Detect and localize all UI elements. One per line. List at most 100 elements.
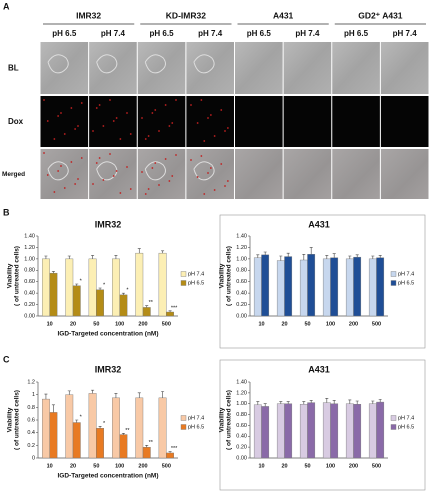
bar	[330, 403, 339, 459]
chart-title: A431	[308, 364, 330, 374]
bar	[88, 393, 97, 459]
y-tick-label: 0.80	[24, 268, 35, 274]
cell-outline	[144, 54, 166, 74]
bar	[376, 401, 385, 459]
y-tick-label: 1.40	[24, 233, 35, 239]
bar	[96, 289, 105, 317]
x-tick-label: 20	[70, 463, 76, 469]
y-axis-label: Viability	[219, 407, 226, 432]
error-bar	[161, 250, 165, 254]
y-axis-label: ( of untreated cells)	[226, 390, 233, 450]
error-bar	[114, 255, 118, 259]
fluorescence-speck	[70, 107, 73, 109]
legend-swatch	[180, 424, 187, 430]
x-tick-label: 200	[349, 463, 358, 469]
chart-title: IMR32	[95, 364, 122, 374]
error-bar	[371, 255, 375, 259]
x-tick-label: 10	[258, 463, 264, 469]
subcolumn-header: pH 7.4	[101, 29, 126, 38]
bar	[65, 258, 74, 317]
y-tick-label: 1	[32, 392, 35, 398]
y-tick-label: 1.00	[24, 256, 35, 262]
x-tick-label: 10	[258, 321, 264, 327]
bar	[166, 452, 174, 459]
fluorescence-speck	[158, 184, 160, 186]
y-tick-label: 0.60	[236, 423, 247, 429]
y-tick-label: 0.4	[27, 430, 35, 436]
fluorescence-speck	[98, 104, 101, 106]
fluorescence-speck	[200, 155, 203, 157]
bar	[276, 403, 285, 459]
y-tick-label: 0.8	[27, 405, 35, 411]
bar	[353, 404, 362, 459]
x-axis-label: IGD-Targeted concentration (nM)	[58, 473, 159, 480]
fluorescence-speck	[119, 192, 122, 194]
subcolumn-header: pH 6.5	[344, 29, 369, 38]
fluorescence-speck	[43, 152, 45, 154]
fluorescence-speck	[141, 171, 143, 173]
y-tick-label: 0.20	[236, 302, 247, 308]
legend-label: pH 7.4	[188, 271, 204, 277]
cell-outline	[47, 54, 69, 74]
error-bar	[279, 401, 283, 404]
error-bar	[91, 389, 95, 394]
significance-marker: ***	[171, 305, 178, 311]
legend-swatch	[390, 280, 397, 286]
x-tick-label: 50	[304, 321, 310, 327]
fluorescence-speck	[63, 187, 66, 189]
micrograph	[332, 96, 380, 147]
fluorescence-speck	[151, 167, 154, 169]
fluorescence-speck	[164, 158, 167, 160]
y-tick-label: 0.00	[24, 313, 35, 319]
error-bar	[325, 255, 329, 259]
significance-marker: **	[149, 300, 154, 306]
micrograph	[380, 96, 429, 147]
bar	[345, 258, 354, 317]
fluorescence-speck	[168, 125, 171, 127]
x-tick-label: 20	[281, 463, 287, 469]
error-bar	[325, 397, 329, 403]
legend-swatch	[180, 280, 187, 286]
fluorescence-speck	[209, 114, 212, 116]
y-tick-label: 0.80	[236, 268, 247, 274]
fluorescence-speck	[213, 135, 216, 137]
error-bar	[168, 451, 172, 453]
fluorescence-speck	[171, 175, 174, 177]
fluorescence-speck	[95, 162, 98, 164]
subcolumn-header: pH 7.4	[198, 29, 223, 38]
fluorescence-speck	[141, 117, 143, 119]
error-bar	[355, 400, 359, 405]
bar	[368, 403, 377, 459]
fluorescence-speck	[95, 107, 98, 109]
fluorescence-speck	[196, 176, 199, 178]
panel-label: A	[3, 1, 10, 11]
fluorescence-speck	[200, 99, 203, 101]
y-tick-label: 0.60	[24, 279, 35, 285]
fluorescence-speck	[190, 104, 192, 106]
fluorescence-speck	[158, 130, 160, 132]
y-tick-label: 1.00	[236, 401, 247, 407]
fluorescence-speck	[171, 122, 174, 124]
fluorescence-speck	[196, 122, 199, 124]
error-bar	[286, 252, 290, 257]
fluorescence-speck	[112, 175, 115, 177]
bar	[276, 260, 285, 317]
significance-marker: *	[103, 421, 106, 427]
fluorescence-speck	[102, 125, 105, 127]
legend-swatch	[180, 271, 187, 277]
x-tick-label: 50	[304, 463, 310, 469]
y-tick-label: 0	[32, 455, 35, 461]
column-header: GD2⁺ A431	[358, 10, 403, 20]
error-bar	[256, 401, 260, 405]
micrograph	[380, 149, 429, 199]
row-label: BL	[8, 64, 19, 73]
error-bar	[378, 255, 382, 258]
fluorescence-speck	[126, 166, 128, 168]
y-tick-label: 0.60	[236, 279, 247, 285]
x-tick-label: 500	[372, 463, 381, 469]
micrograph	[89, 96, 137, 147]
bar	[307, 402, 316, 459]
legend-label: pH 6.5	[188, 424, 204, 430]
y-tick-label: 0.40	[236, 291, 247, 297]
error-bar	[145, 305, 149, 308]
